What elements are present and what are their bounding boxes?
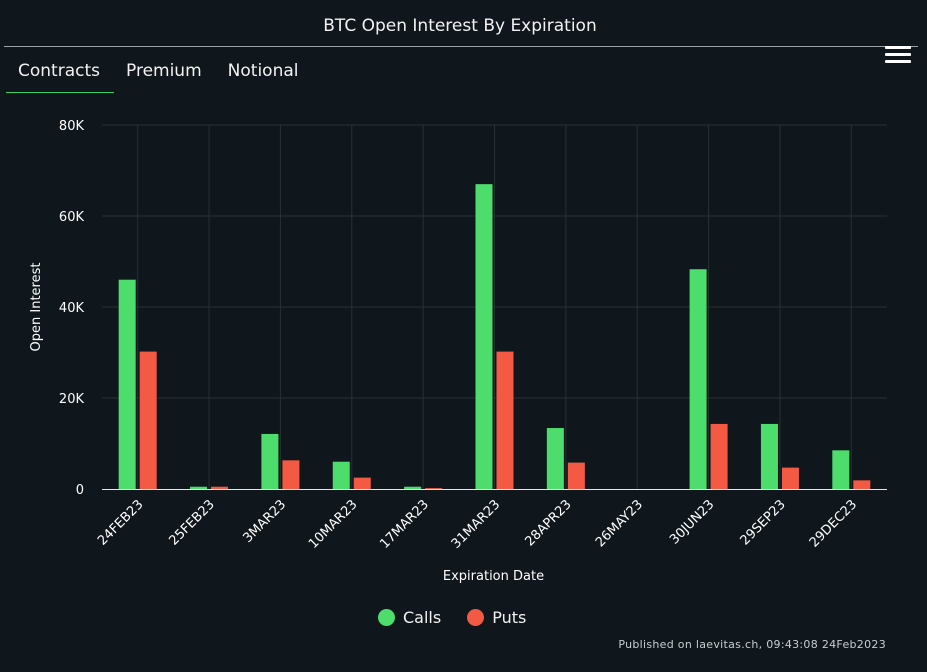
- legend-label-puts: Puts: [492, 608, 527, 627]
- tab-contracts[interactable]: Contracts: [6, 56, 114, 93]
- bar-puts: [282, 460, 300, 489]
- bar-puts: [781, 467, 799, 489]
- tab-premium[interactable]: Premium: [126, 61, 202, 81]
- y-tick-label: 0: [76, 483, 84, 498]
- legend-item-calls[interactable]: Calls: [378, 608, 441, 627]
- x-tick-label: 31MAR23: [449, 497, 504, 552]
- bar-calls: [190, 486, 208, 489]
- hamburger-menu-icon[interactable]: [885, 46, 911, 64]
- x-tick-label: 10MAR23: [306, 497, 361, 552]
- chart-legend: Calls Puts: [378, 608, 552, 627]
- x-axis-title: Expiration Date: [443, 569, 544, 584]
- y-tick-label: 60K: [59, 210, 85, 225]
- y-axis-title: Open Interest: [29, 263, 44, 352]
- legend-item-puts[interactable]: Puts: [467, 608, 526, 627]
- bar-puts: [425, 488, 443, 489]
- bar-calls: [261, 433, 279, 489]
- open-interest-bar-chart: 0 20K 40K 60K 80K 24FEB23 25FEB23 3MAR23 10MAR23…: [29, 119, 887, 584]
- x-tick-label: 26MAY23: [593, 497, 646, 550]
- bar-puts: [710, 423, 728, 489]
- x-tick-label: 29SEP23: [738, 497, 789, 548]
- bar-calls: [689, 269, 707, 489]
- bar-calls: [332, 461, 350, 489]
- bar-puts: [211, 486, 229, 489]
- bar-calls: [832, 450, 850, 489]
- x-tick-label: 24FEB23: [95, 497, 146, 548]
- bar-calls: [760, 423, 778, 489]
- metric-tabs: Contracts Premium Notional: [6, 56, 312, 94]
- y-tick-label: 80K: [59, 119, 85, 134]
- bar-calls: [118, 279, 136, 489]
- legend-label-calls: Calls: [403, 608, 442, 627]
- bar-puts: [353, 477, 371, 489]
- bar-calls: [546, 428, 564, 489]
- title-divider: [4, 46, 918, 47]
- tab-notional[interactable]: Notional: [227, 61, 299, 81]
- y-tick-label: 20K: [59, 392, 85, 407]
- x-tick-label: 29DEC23: [807, 497, 860, 550]
- bar-puts: [139, 351, 157, 489]
- y-tick-label: 40K: [59, 301, 85, 316]
- x-tick-label: 28APR23: [522, 497, 574, 549]
- chart-title: BTC Open Interest By Expiration: [323, 16, 597, 36]
- legend-dot-calls: [378, 609, 395, 626]
- x-tick-label: 3MAR23: [240, 497, 289, 546]
- bar-calls: [404, 486, 422, 489]
- bar-puts: [496, 351, 514, 489]
- x-tick-label: 30JUN23: [667, 497, 717, 547]
- bar-calls: [475, 184, 493, 489]
- bar-puts: [853, 480, 871, 489]
- x-tick-label: 17MAR23: [377, 497, 432, 552]
- legend-dot-puts: [467, 609, 485, 626]
- published-footer: Published on laevitas.ch, 09:43:08 24Feb…: [618, 638, 886, 651]
- x-tick-label: 25FEB23: [166, 497, 217, 548]
- bar-puts: [567, 462, 585, 489]
